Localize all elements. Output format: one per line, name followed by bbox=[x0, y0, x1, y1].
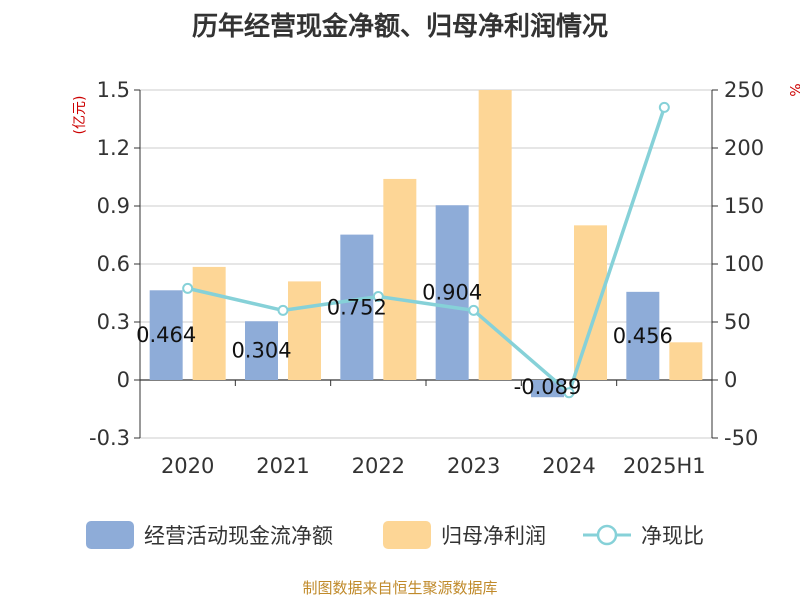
x-tick-label: 2022 bbox=[352, 454, 405, 478]
left-axis-unit: (亿元) bbox=[72, 96, 88, 135]
legend-label: 归母净利润 bbox=[441, 524, 546, 548]
bar-net-profit bbox=[478, 90, 512, 380]
right-tick-label: 50 bbox=[724, 310, 751, 334]
x-tick-label: 2020 bbox=[161, 454, 214, 478]
data-labels: 0.464 0.304 0.752 0.904 -0.089 0.456 bbox=[136, 281, 673, 399]
legend-marker bbox=[596, 524, 618, 546]
bar-cash-flow bbox=[245, 321, 278, 380]
chart-title: 历年经营现金净额、归母净利润情况 bbox=[192, 11, 608, 42]
right-tick-label: 150 bbox=[724, 194, 764, 218]
bar-net-profit bbox=[574, 225, 607, 380]
bar-net-profit bbox=[288, 281, 321, 380]
right-tick-label: 100 bbox=[724, 252, 764, 276]
right-axis-unit: % bbox=[786, 83, 800, 96]
right-tick-label: 0 bbox=[724, 368, 737, 392]
right-tick-label: -50 bbox=[724, 426, 758, 450]
bar-cash-flow bbox=[626, 291, 660, 380]
axes: -0.3 0 0.3 0.6 0.9 1.2 1.5 -50 0 50 100 150 200 250 20… bbox=[89, 78, 764, 478]
bar-cash-flow bbox=[340, 234, 374, 380]
line-point bbox=[468, 304, 480, 316]
x-tick-label: 2023 bbox=[447, 454, 500, 478]
left-tick-label: 0.3 bbox=[97, 310, 130, 334]
line-point bbox=[372, 290, 384, 302]
left-tick-label: 1.2 bbox=[97, 136, 130, 160]
x-tick-label: 2024 bbox=[542, 454, 595, 478]
legend-swatch bbox=[86, 521, 134, 549]
left-tick-label: 1.5 bbox=[97, 78, 130, 102]
data-label: 0.456 bbox=[613, 324, 673, 348]
bar-cash-flow bbox=[435, 205, 469, 380]
bar-net-profit bbox=[669, 342, 703, 380]
line-point bbox=[182, 282, 194, 294]
source-note: 制图数据来自恒生聚源数据库 bbox=[302, 579, 497, 597]
bar-cash-flow bbox=[149, 290, 183, 380]
line-series bbox=[182, 101, 670, 399]
line-point bbox=[658, 101, 670, 113]
left-tick-label: 0.6 bbox=[97, 252, 130, 276]
data-label: 0.304 bbox=[231, 339, 291, 363]
line-point bbox=[563, 387, 575, 399]
legend-label: 经营活动现金流净额 bbox=[144, 524, 333, 548]
line-point bbox=[277, 304, 289, 316]
left-tick-label: 0 bbox=[117, 368, 130, 392]
legend-label: 净现比 bbox=[641, 524, 704, 548]
left-tick-label: -0.3 bbox=[89, 426, 130, 450]
bar-cash-flow bbox=[531, 380, 564, 398]
right-tick-label: 250 bbox=[724, 78, 764, 102]
bar-series bbox=[149, 90, 703, 398]
right-tick-label: 200 bbox=[724, 136, 764, 160]
bar-net-profit bbox=[192, 266, 226, 380]
x-tick-label: 2025H1 bbox=[623, 454, 706, 478]
legend-swatch bbox=[383, 521, 431, 549]
data-label: 0.904 bbox=[422, 281, 482, 305]
left-tick-label: 0.9 bbox=[97, 194, 130, 218]
bar-net-profit bbox=[383, 178, 417, 380]
line-cash-ratio bbox=[187, 106, 666, 395]
x-tick-label: 2021 bbox=[256, 454, 309, 478]
data-label: 0.752 bbox=[327, 295, 387, 319]
legend: 经营活动现金流净额 归母净利润 净现比 bbox=[86, 521, 704, 549]
data-label: -0.089 bbox=[514, 375, 582, 399]
data-label: 0.464 bbox=[136, 323, 196, 347]
